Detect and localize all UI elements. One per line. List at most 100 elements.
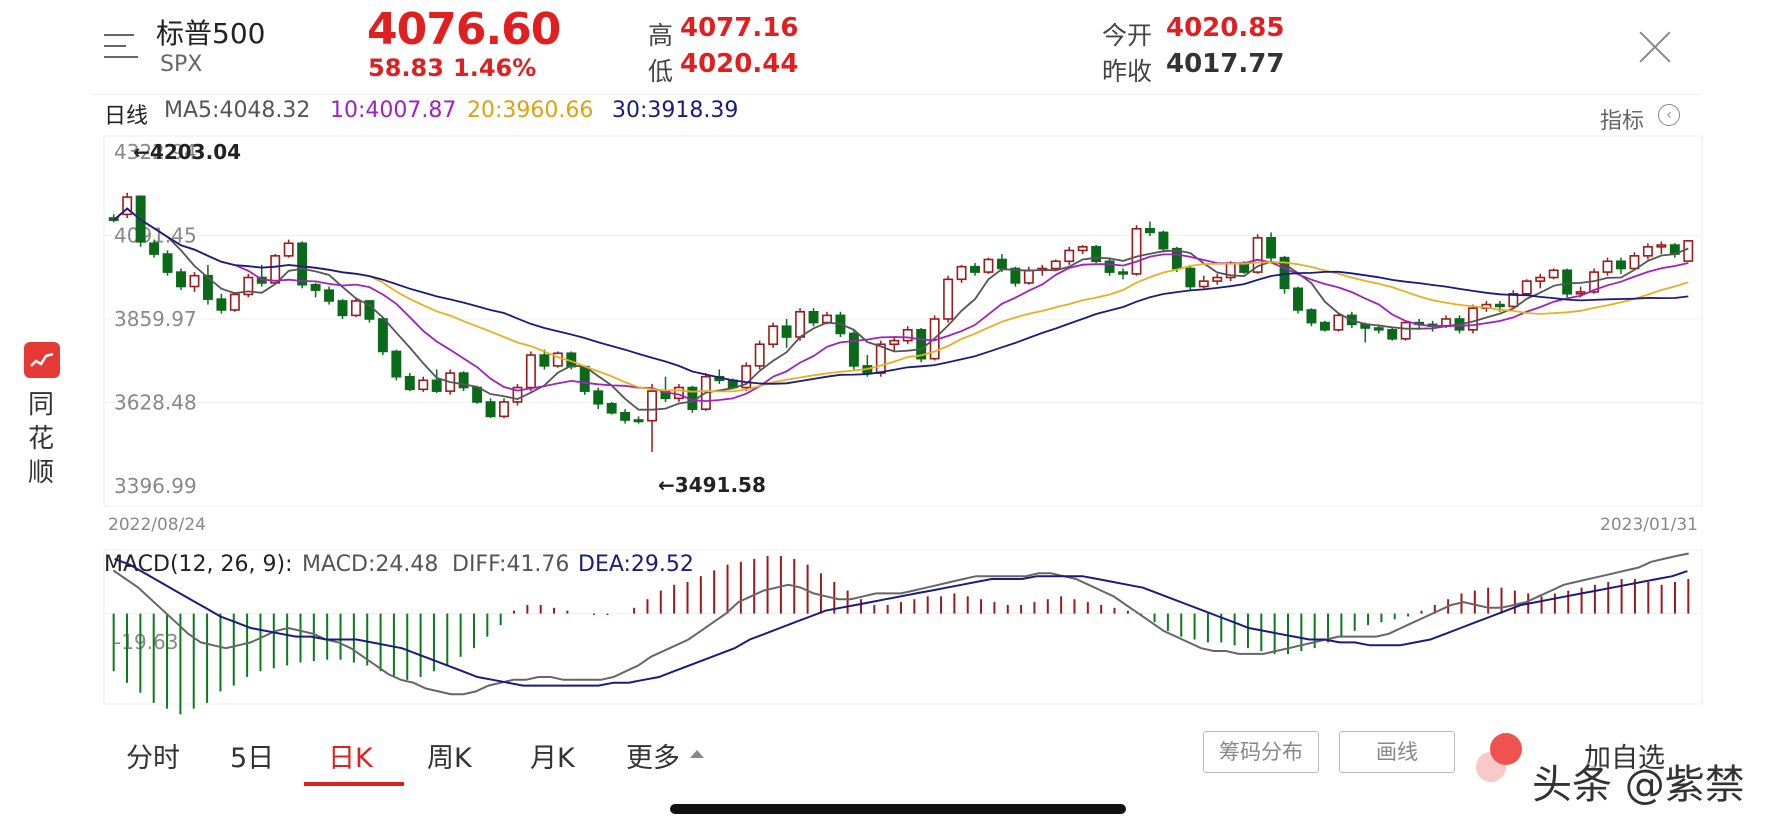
ma30-value: 30:3918.39 bbox=[612, 98, 739, 123]
candle-up bbox=[1656, 244, 1667, 248]
tab-monthly-k[interactable]: 月K bbox=[530, 743, 575, 774]
dea-line bbox=[114, 557, 1688, 687]
diff-value: DIFF:41.76 bbox=[452, 552, 570, 577]
candle-up bbox=[822, 314, 832, 324]
candle-up bbox=[889, 339, 900, 346]
candle-up bbox=[1575, 291, 1586, 295]
add-favorite-button[interactable]: 加自选 bbox=[1584, 743, 1665, 774]
candle-down bbox=[337, 300, 348, 317]
draw-line-button[interactable]: 画线 bbox=[1339, 731, 1455, 773]
extreme-annotation: ←3491.58 bbox=[658, 473, 766, 497]
open-value: 4020.85 bbox=[1166, 13, 1285, 43]
candle-down bbox=[1118, 271, 1129, 275]
candle-up bbox=[418, 379, 429, 391]
prev-close-value: 4017.77 bbox=[1166, 49, 1285, 79]
candle-series bbox=[108, 192, 1694, 452]
menu-icon[interactable] bbox=[104, 34, 138, 60]
candle-down bbox=[996, 258, 1007, 270]
candle-down bbox=[216, 298, 227, 311]
tab-weekly-k[interactable]: 周K bbox=[427, 743, 472, 774]
candle-up bbox=[1198, 280, 1209, 288]
candle-up bbox=[768, 325, 779, 346]
caret-up-icon[interactable] bbox=[690, 750, 704, 758]
candle-up bbox=[1629, 255, 1640, 270]
open-label: 今开 bbox=[1102, 21, 1153, 50]
candle-down bbox=[620, 411, 631, 421]
main-chart-frame bbox=[103, 135, 1703, 507]
chips-distribution-button[interactable]: 筹码分布 bbox=[1203, 731, 1319, 773]
indicator-button[interactable]: 指标 bbox=[1600, 109, 1645, 134]
moving-average-lines bbox=[113, 207, 1689, 411]
candle-up bbox=[1252, 237, 1263, 273]
candle-down bbox=[1387, 329, 1398, 340]
candle-up bbox=[499, 401, 509, 418]
app-logo-text: 同花顺 bbox=[28, 390, 55, 488]
candle-up bbox=[754, 343, 765, 367]
tab-more[interactable]: 更多 bbox=[626, 743, 680, 774]
candle-down bbox=[1306, 309, 1317, 324]
home-indicator bbox=[670, 804, 1126, 814]
y-tick-label: 3859.97 bbox=[114, 307, 197, 331]
low-value: 4020.44 bbox=[680, 49, 799, 79]
ma20-line bbox=[113, 207, 1689, 393]
chart-logo-icon bbox=[24, 342, 60, 378]
candle-down bbox=[1373, 327, 1384, 331]
candle-up bbox=[943, 278, 954, 320]
candle-down bbox=[1293, 287, 1303, 311]
candle-up bbox=[1683, 240, 1694, 262]
candle-up bbox=[1050, 260, 1061, 270]
candle-up bbox=[552, 352, 563, 367]
candle-down bbox=[391, 350, 402, 378]
candle-down bbox=[539, 354, 550, 367]
candle-down bbox=[808, 310, 819, 324]
low-label: 低 bbox=[648, 57, 674, 86]
candle-down bbox=[1144, 228, 1155, 234]
candle-down bbox=[1319, 321, 1330, 331]
candle-down bbox=[202, 274, 213, 300]
candle-up bbox=[741, 365, 752, 389]
x-start-date: 2022/08/24 bbox=[108, 515, 206, 535]
price-change: 58.83 bbox=[368, 54, 444, 82]
candle-down bbox=[593, 390, 604, 405]
candle-up bbox=[512, 386, 523, 403]
candle-down bbox=[176, 271, 186, 288]
candle-up bbox=[1023, 269, 1034, 284]
date-labels: 2022/08/24 2023/01/31 bbox=[108, 515, 1698, 535]
candle-down bbox=[606, 402, 617, 414]
candle-down bbox=[1616, 260, 1626, 270]
chevron-left-icon[interactable]: ‹ bbox=[1658, 104, 1680, 126]
candle-down bbox=[1266, 237, 1277, 259]
tab-intraday[interactable]: 分时 bbox=[126, 743, 180, 774]
candle-down bbox=[1158, 231, 1169, 250]
candle-up bbox=[1521, 280, 1532, 295]
macd-series: -19.63 bbox=[104, 552, 1702, 715]
ma20-value: 20:3960.66 bbox=[467, 98, 594, 123]
candle-down bbox=[310, 283, 321, 291]
candle-down bbox=[579, 365, 590, 392]
candle-down bbox=[1104, 260, 1115, 273]
candle-up bbox=[902, 329, 913, 342]
annotations: ←4203.04 ←3491.58 bbox=[133, 140, 766, 497]
candle-up bbox=[122, 196, 133, 216]
candle-down bbox=[472, 386, 483, 403]
candle-down bbox=[1562, 269, 1573, 295]
macd-y-tick: -19.63 bbox=[114, 630, 178, 654]
candle-up bbox=[1467, 307, 1478, 331]
tab-daily-k[interactable]: 日K bbox=[328, 743, 373, 774]
record-dot-icon[interactable] bbox=[1490, 733, 1522, 765]
candle-down bbox=[1010, 267, 1021, 284]
tab-5day[interactable]: 5日 bbox=[230, 743, 275, 774]
candle-up bbox=[1131, 228, 1142, 275]
candle-down bbox=[297, 242, 308, 286]
period-label: 日线 bbox=[104, 104, 149, 129]
extreme-annotation: ←4203.04 bbox=[133, 140, 241, 164]
candle-up bbox=[1642, 246, 1653, 257]
candle-down bbox=[324, 289, 335, 302]
candle-up bbox=[1508, 292, 1519, 308]
candle-down bbox=[431, 379, 442, 392]
candle-up bbox=[243, 276, 254, 296]
dea-value: DEA:29.52 bbox=[578, 552, 694, 577]
macd-chart-frame bbox=[103, 549, 1703, 705]
